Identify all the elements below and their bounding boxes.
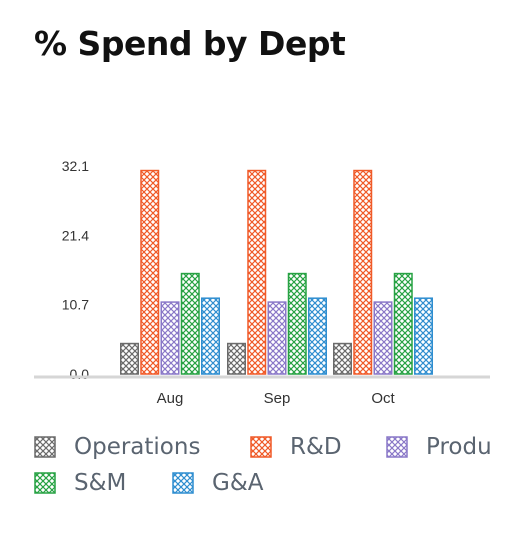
bar-s-m-sep (287, 272, 307, 375)
legend-item-product: Product (386, 434, 492, 460)
legend-label: R&D (290, 434, 342, 460)
legend-swatch-operations (34, 436, 56, 458)
bar-g-a-sep (308, 297, 327, 375)
bar-group (120, 169, 433, 375)
legend-swatch-product (386, 436, 408, 458)
bar-g-a-aug (201, 297, 220, 375)
y-tick-label: 10.7 (62, 297, 89, 313)
legend-item-r-d: R&D (250, 434, 342, 460)
bar-product-sep (267, 301, 287, 375)
x-tick-label-sep: Sep (264, 390, 291, 407)
legend-label: Product (426, 434, 492, 460)
bar-s-m-oct (393, 272, 413, 375)
y-tick-label: 0.0 (70, 366, 90, 382)
y-tick-label: 21.4 (62, 227, 89, 243)
legend-swatch-s-m (34, 472, 56, 494)
bar-r-d-oct (353, 169, 373, 375)
legend-swatch-r-d (250, 436, 272, 458)
bar-r-d-sep (247, 169, 267, 375)
bar-operations-sep (227, 342, 246, 375)
bar-operations-oct (333, 342, 352, 375)
x-tick-label-aug: Aug (157, 390, 184, 407)
legend-item-g-a: G&A (172, 470, 264, 496)
chart-title: % Spend by Dept (34, 24, 346, 63)
y-axis: 0.0 10.7 21.4 32.1 (62, 158, 89, 382)
x-tick-label-oct: Oct (371, 390, 395, 407)
bar-r-d-aug (140, 169, 160, 375)
x-axis: Aug Sep Oct (34, 375, 490, 407)
bar-product-oct (373, 301, 393, 375)
legend-label: S&M (74, 470, 127, 496)
bar-operations-aug (120, 342, 139, 375)
legend-label: G&A (212, 470, 264, 496)
legend-item-s-m: S&M (34, 470, 126, 496)
legend: Operations R&D Product S&M G&A (34, 434, 492, 514)
bar-s-m-aug (180, 272, 200, 375)
legend-item-operations: Operations (34, 434, 200, 460)
legend-label: Operations (74, 434, 201, 460)
bar-g-a-oct (414, 297, 433, 375)
legend-swatch-g-a (172, 472, 194, 494)
y-tick-label: 32.1 (62, 158, 89, 174)
bar-product-aug (160, 301, 180, 375)
